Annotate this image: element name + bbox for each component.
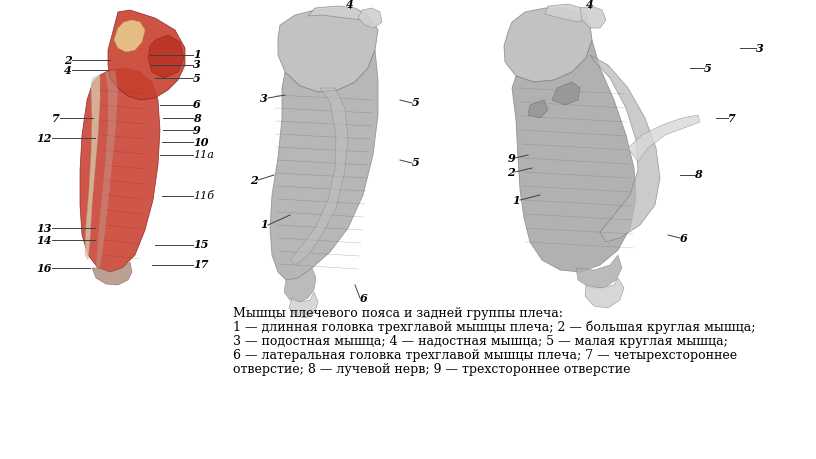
Text: 8: 8: [694, 169, 702, 180]
Text: 3 — подостная мышца; 4 — надостная мышца; 5 — малая круглая мышца;: 3 — подостная мышца; 4 — надостная мышца…: [233, 335, 728, 348]
Polygon shape: [96, 70, 118, 268]
Text: 9: 9: [193, 124, 201, 135]
Polygon shape: [85, 75, 100, 260]
Text: 1: 1: [260, 219, 268, 230]
Text: 2: 2: [64, 55, 72, 66]
Text: 2: 2: [251, 174, 258, 185]
Text: 1: 1: [512, 195, 520, 206]
Text: 1 — длинная головка трехглавой мышцы плеча; 2 — большая круглая мышца;: 1 — длинная головка трехглавой мышцы пле…: [233, 321, 756, 335]
Polygon shape: [590, 55, 660, 242]
Text: 5: 5: [193, 73, 201, 84]
Polygon shape: [92, 262, 132, 285]
Text: 3: 3: [756, 43, 764, 54]
Polygon shape: [358, 8, 382, 28]
Text: 5: 5: [704, 62, 712, 73]
Text: 7: 7: [728, 112, 736, 123]
Text: 2: 2: [508, 167, 515, 178]
Text: 11а: 11а: [193, 150, 214, 160]
Text: 3: 3: [193, 60, 201, 71]
Text: 11б: 11б: [193, 191, 214, 201]
Text: 8: 8: [193, 112, 201, 123]
Polygon shape: [114, 20, 145, 52]
Polygon shape: [289, 292, 318, 318]
Polygon shape: [628, 115, 700, 162]
Text: 6 — латеральная головка трехглавой мышцы плеча; 7 — четырехстороннее: 6 — латеральная головка трехглавой мышцы…: [233, 349, 737, 362]
Polygon shape: [580, 6, 606, 28]
Polygon shape: [528, 100, 548, 118]
Text: 4: 4: [64, 65, 72, 75]
Text: 5: 5: [412, 157, 419, 168]
Text: 7: 7: [52, 112, 60, 123]
Text: 4: 4: [586, 0, 594, 10]
Text: 4: 4: [346, 0, 354, 10]
Polygon shape: [308, 6, 368, 20]
Text: отверстие; 8 — лучевой нерв; 9 — трехстороннее отверстие: отверстие; 8 — лучевой нерв; 9 — трехсто…: [233, 363, 631, 376]
Text: 1: 1: [193, 50, 201, 61]
Text: 13: 13: [37, 223, 52, 234]
Text: 3: 3: [260, 93, 268, 103]
Polygon shape: [585, 278, 624, 308]
Polygon shape: [545, 4, 588, 22]
Text: 9: 9: [508, 152, 515, 163]
Polygon shape: [80, 68, 160, 272]
Polygon shape: [148, 35, 184, 78]
Text: 6: 6: [193, 100, 201, 111]
Text: 10: 10: [193, 136, 209, 147]
Text: 16: 16: [37, 263, 52, 274]
Text: 6: 6: [680, 233, 688, 244]
Polygon shape: [284, 268, 316, 302]
Text: 14: 14: [37, 235, 52, 246]
Text: Мышцы плечевого пояса и задней группы плеча:: Мышцы плечевого пояса и задней группы пл…: [233, 307, 563, 320]
Polygon shape: [576, 255, 622, 288]
Polygon shape: [108, 10, 185, 100]
Polygon shape: [512, 40, 636, 272]
Text: 6: 6: [360, 292, 368, 303]
Polygon shape: [278, 8, 378, 92]
Polygon shape: [270, 50, 378, 280]
Text: 5: 5: [412, 97, 419, 108]
Text: 15: 15: [193, 240, 209, 251]
Text: 17: 17: [193, 259, 209, 270]
Text: 12: 12: [37, 133, 52, 144]
Polygon shape: [290, 88, 348, 265]
Polygon shape: [552, 82, 580, 105]
Polygon shape: [504, 8, 592, 82]
